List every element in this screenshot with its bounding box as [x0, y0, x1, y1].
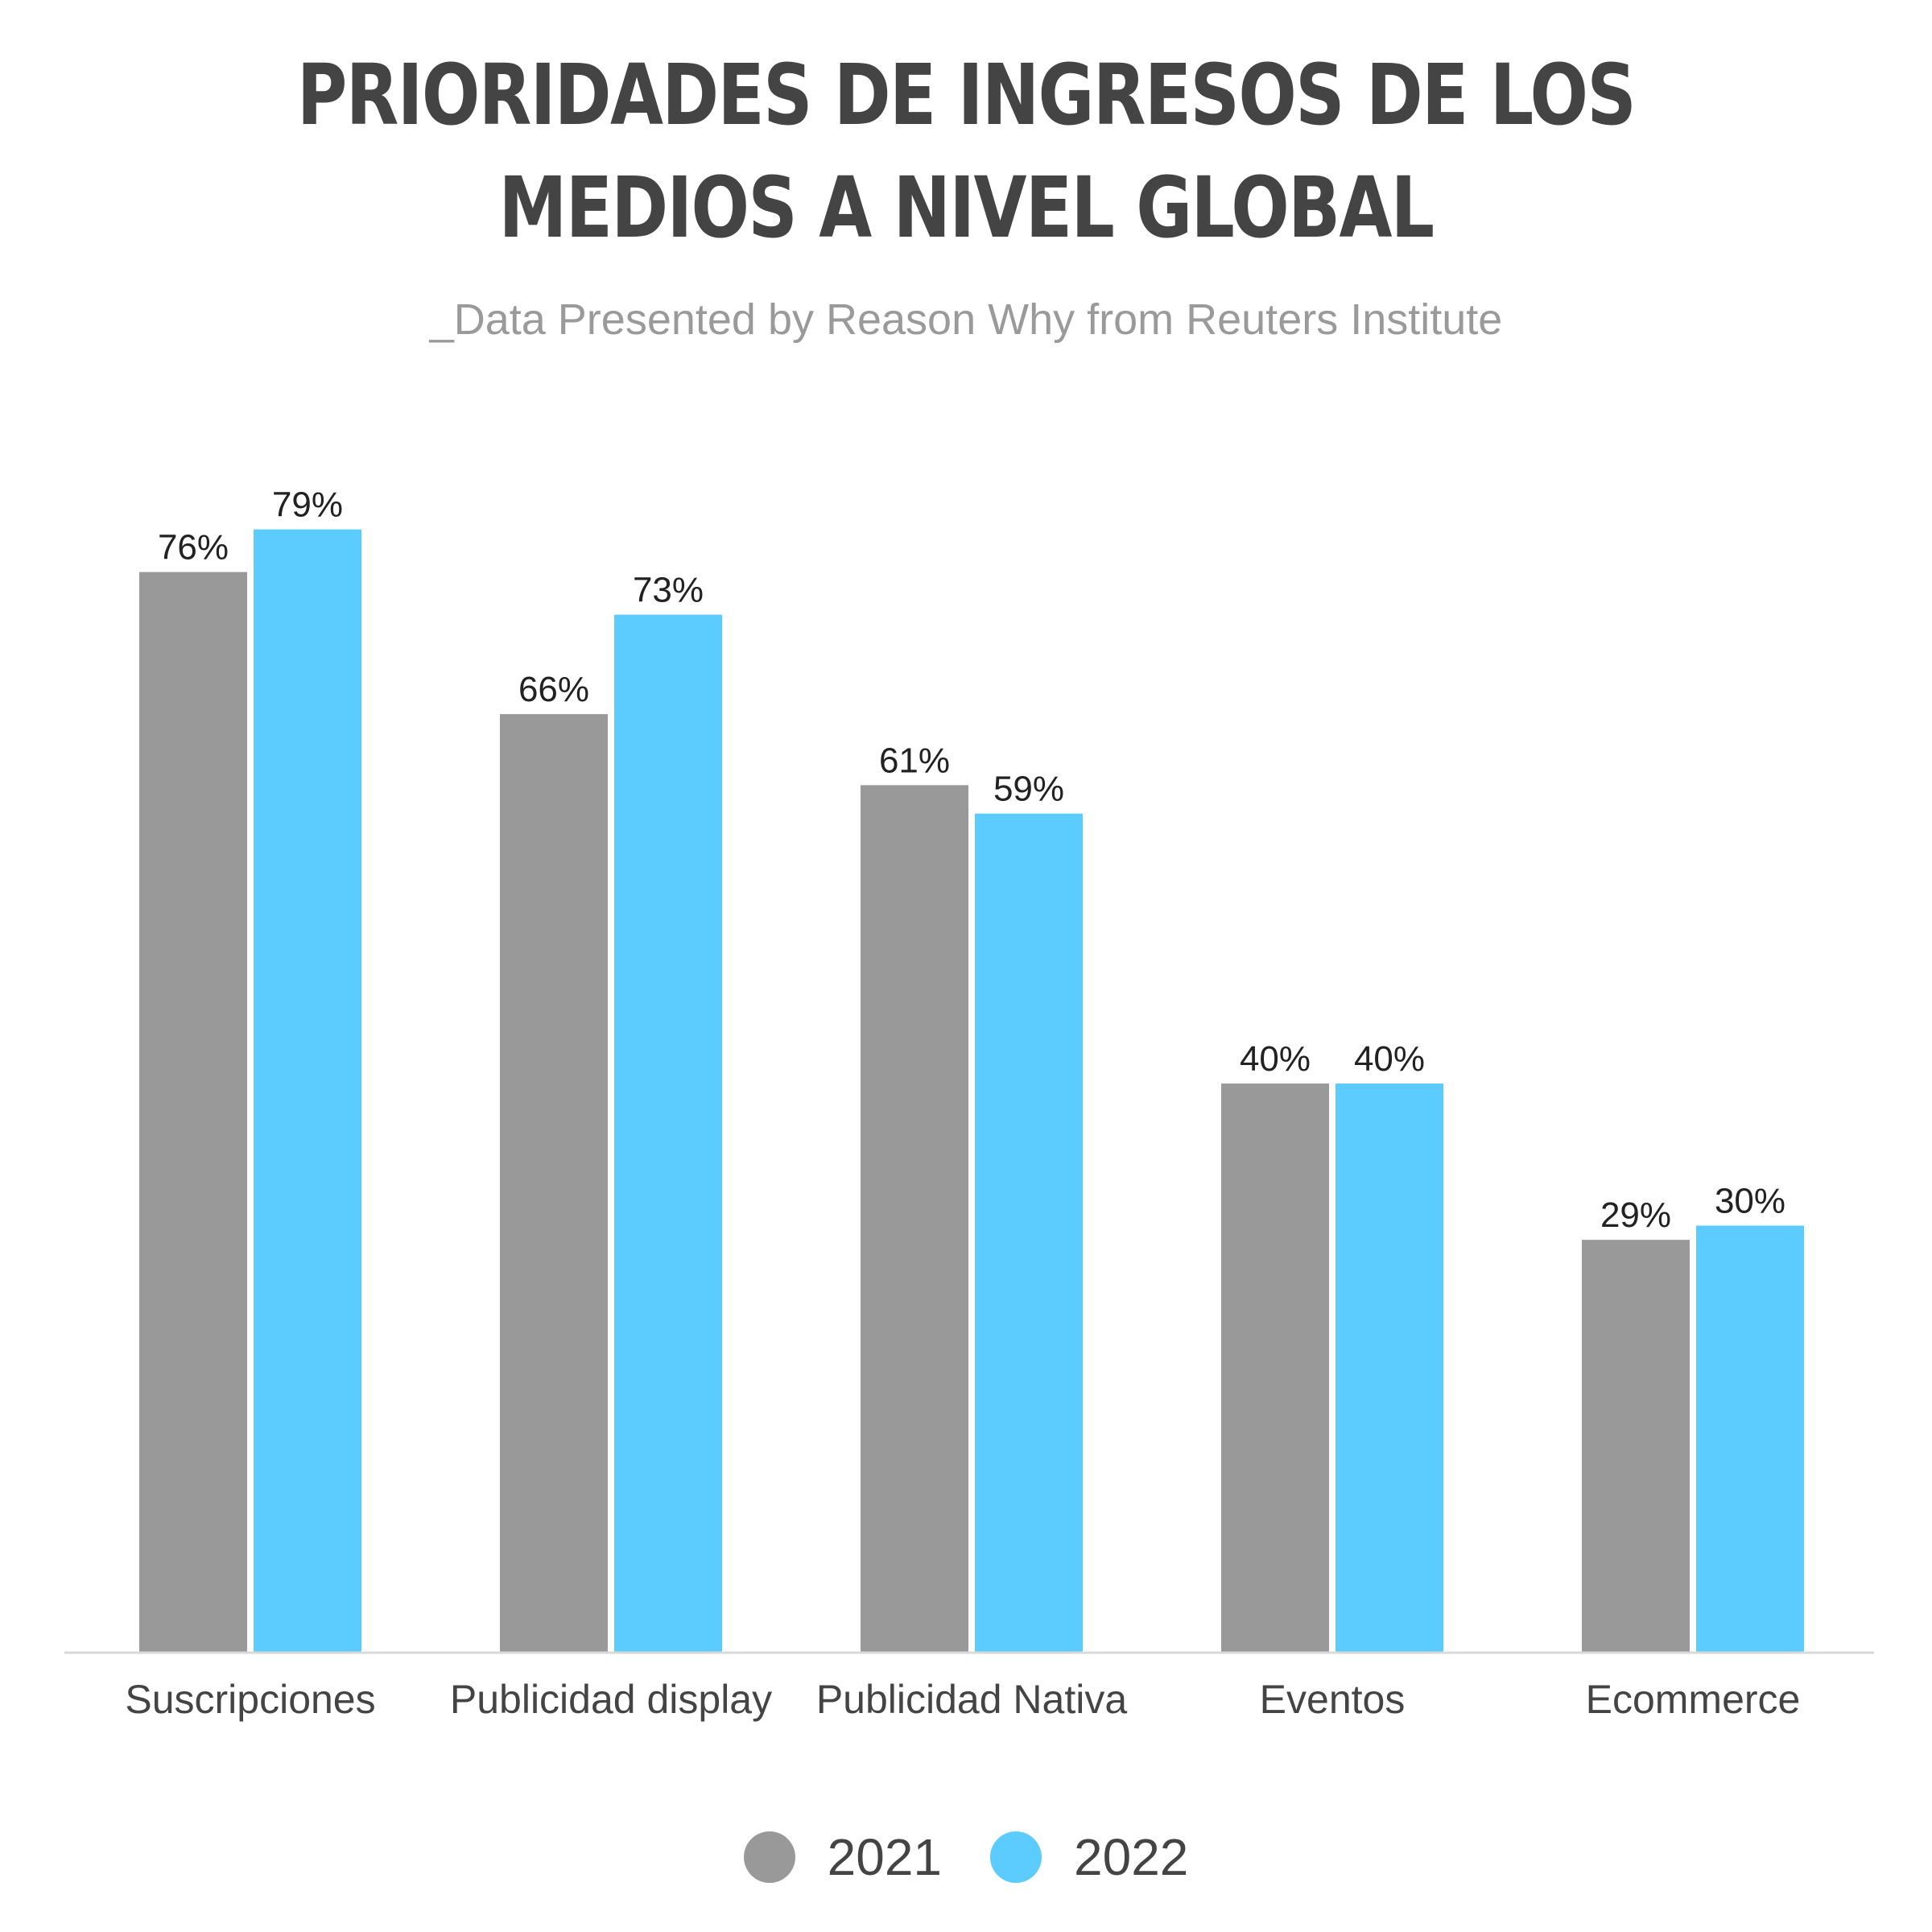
category-label-4: Ecommerce: [1586, 1677, 1801, 1722]
data-label-2021-4: 29%: [1600, 1195, 1671, 1235]
data-label-2022-0: 79%: [272, 485, 343, 525]
bar-2022-1: [614, 614, 722, 1652]
bar-2021-0: [139, 572, 247, 1652]
data-label-2021-2: 61%: [879, 741, 950, 780]
data-label-2022-3: 40%: [1354, 1039, 1425, 1079]
data-label-2021-0: 76%: [158, 528, 229, 568]
category-label-3: Eventos: [1260, 1677, 1406, 1722]
bar-2021-4: [1582, 1240, 1690, 1652]
bar-2021-3: [1221, 1084, 1329, 1652]
chart-title: PRIORIDADES DE INGRESOS DE LOS MEDIOS A …: [174, 39, 1758, 264]
data-label-2022-1: 73%: [633, 571, 704, 610]
legend-swatch-2021: [743, 1831, 795, 1883]
data-label-2022-2: 59%: [993, 770, 1064, 809]
bar-2022-3: [1335, 1084, 1443, 1652]
chart-subtitle: _Data Presented by Reason Why from Reute…: [429, 295, 1503, 344]
category-label-0: Suscripciones: [125, 1677, 375, 1722]
bar-2021-1: [500, 714, 608, 1652]
data-label-2021-3: 40%: [1240, 1039, 1311, 1079]
chart-legend: 2021 2022: [0, 1821, 1932, 1893]
chart-title-line-2: MEDIOS A NIVEL GLOBAL: [498, 159, 1435, 257]
legend-label-2022: 2022: [1074, 1828, 1189, 1886]
bar-2022-2: [975, 813, 1083, 1652]
legend-swatch-2022: [990, 1831, 1042, 1883]
legend-item-2022: 2022: [990, 1827, 1188, 1887]
data-label-2022-4: 30%: [1715, 1182, 1785, 1221]
category-label-1: Publicidad display: [450, 1677, 772, 1722]
data-label-2021-1: 66%: [518, 670, 589, 709]
chart-title-line-1: PRIORIDADES DE INGRESOS DE LOS: [296, 46, 1637, 144]
bar-2021-2: [861, 785, 968, 1652]
legend-label-2021: 2021: [827, 1828, 942, 1886]
category-label-2: Publicidad Nativa: [816, 1677, 1128, 1722]
bar-2022-4: [1696, 1225, 1804, 1652]
legend-item-2021: 2021: [743, 1827, 942, 1887]
bar-2022-0: [254, 529, 361, 1652]
